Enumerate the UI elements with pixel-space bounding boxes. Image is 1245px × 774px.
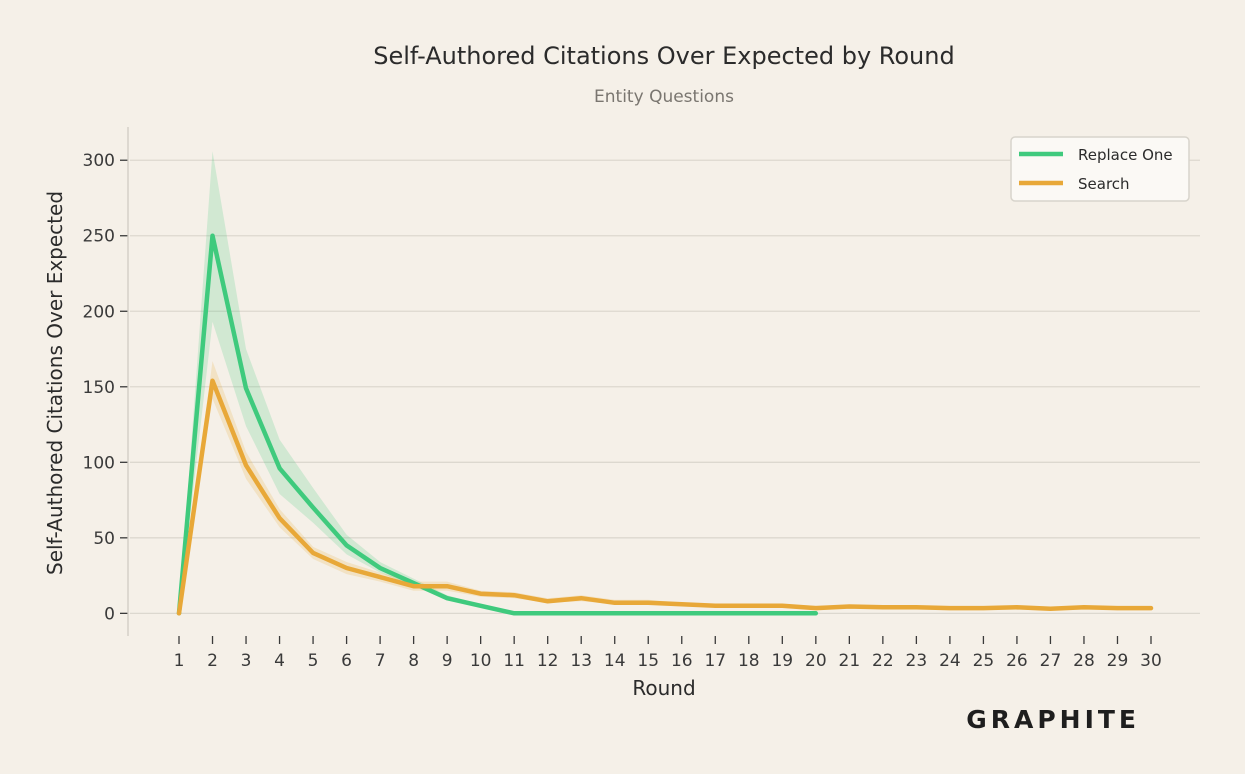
x-tick-label: 15 — [637, 651, 659, 671]
x-tick-label: 29 — [1107, 651, 1129, 671]
x-tick-label: 3 — [241, 651, 252, 671]
x-tick-label: 5 — [308, 651, 319, 671]
x-tick-label: 23 — [906, 651, 928, 671]
x-axis-label: Round — [632, 676, 695, 700]
graphite-logo: GRAPHITE — [966, 705, 1140, 734]
legend-label-replace-one: Replace One — [1078, 146, 1173, 164]
x-tick-label: 16 — [671, 651, 693, 671]
y-tick-label: 50 — [93, 529, 115, 549]
x-tick-label: 11 — [503, 651, 525, 671]
x-tick-label: 20 — [805, 651, 827, 671]
x-tick-label: 26 — [1006, 651, 1028, 671]
chart-subtitle: Entity Questions — [594, 87, 734, 107]
y-tick-label: 100 — [83, 453, 115, 473]
x-tick-label: 4 — [274, 651, 285, 671]
y-tick-label: 300 — [83, 151, 115, 171]
x-tick-label: 21 — [839, 651, 861, 671]
x-tick-label: 6 — [341, 651, 352, 671]
x-tick-label: 24 — [939, 651, 961, 671]
band-replace-one — [179, 151, 816, 614]
x-tick-label: 9 — [442, 651, 453, 671]
x-tick-label: 30 — [1140, 651, 1162, 671]
y-tick-label: 250 — [83, 227, 115, 247]
x-tick-label: 25 — [973, 651, 995, 671]
x-tick-label: 22 — [872, 651, 894, 671]
x-tick-label: 12 — [537, 651, 559, 671]
x-tick-label: 14 — [604, 651, 626, 671]
legend-label-search: Search — [1078, 175, 1130, 193]
x-tick-label: 19 — [771, 651, 793, 671]
chart-title: Self-Authored Citations Over Expected by… — [373, 42, 954, 70]
line-replace-one — [176, 233, 819, 616]
x-tick-label: 10 — [470, 651, 492, 671]
x-tick-label: 1 — [174, 651, 185, 671]
line-search — [176, 378, 1154, 616]
grid-lines — [130, 159, 1200, 614]
axes — [120, 127, 1152, 644]
x-tick-label: 8 — [408, 651, 419, 671]
series-lines — [176, 233, 1154, 616]
confidence-bands — [179, 151, 1151, 614]
x-tick-label: 27 — [1040, 651, 1062, 671]
x-tick-label: 2 — [207, 651, 218, 671]
y-axis-label: Self-Authored Citations Over Expected — [43, 191, 67, 575]
x-tick-label: 18 — [738, 651, 760, 671]
legend: Replace One Search — [1010, 136, 1190, 202]
band-search — [179, 361, 1151, 614]
y-tick-label: 0 — [104, 604, 115, 624]
x-tick-label: 28 — [1073, 651, 1095, 671]
y-tick-label: 200 — [83, 302, 115, 322]
x-tick-label: 13 — [570, 651, 592, 671]
y-tick-label: 150 — [83, 378, 115, 398]
x-tick-label: 7 — [375, 651, 386, 671]
x-tick-label: 17 — [704, 651, 726, 671]
